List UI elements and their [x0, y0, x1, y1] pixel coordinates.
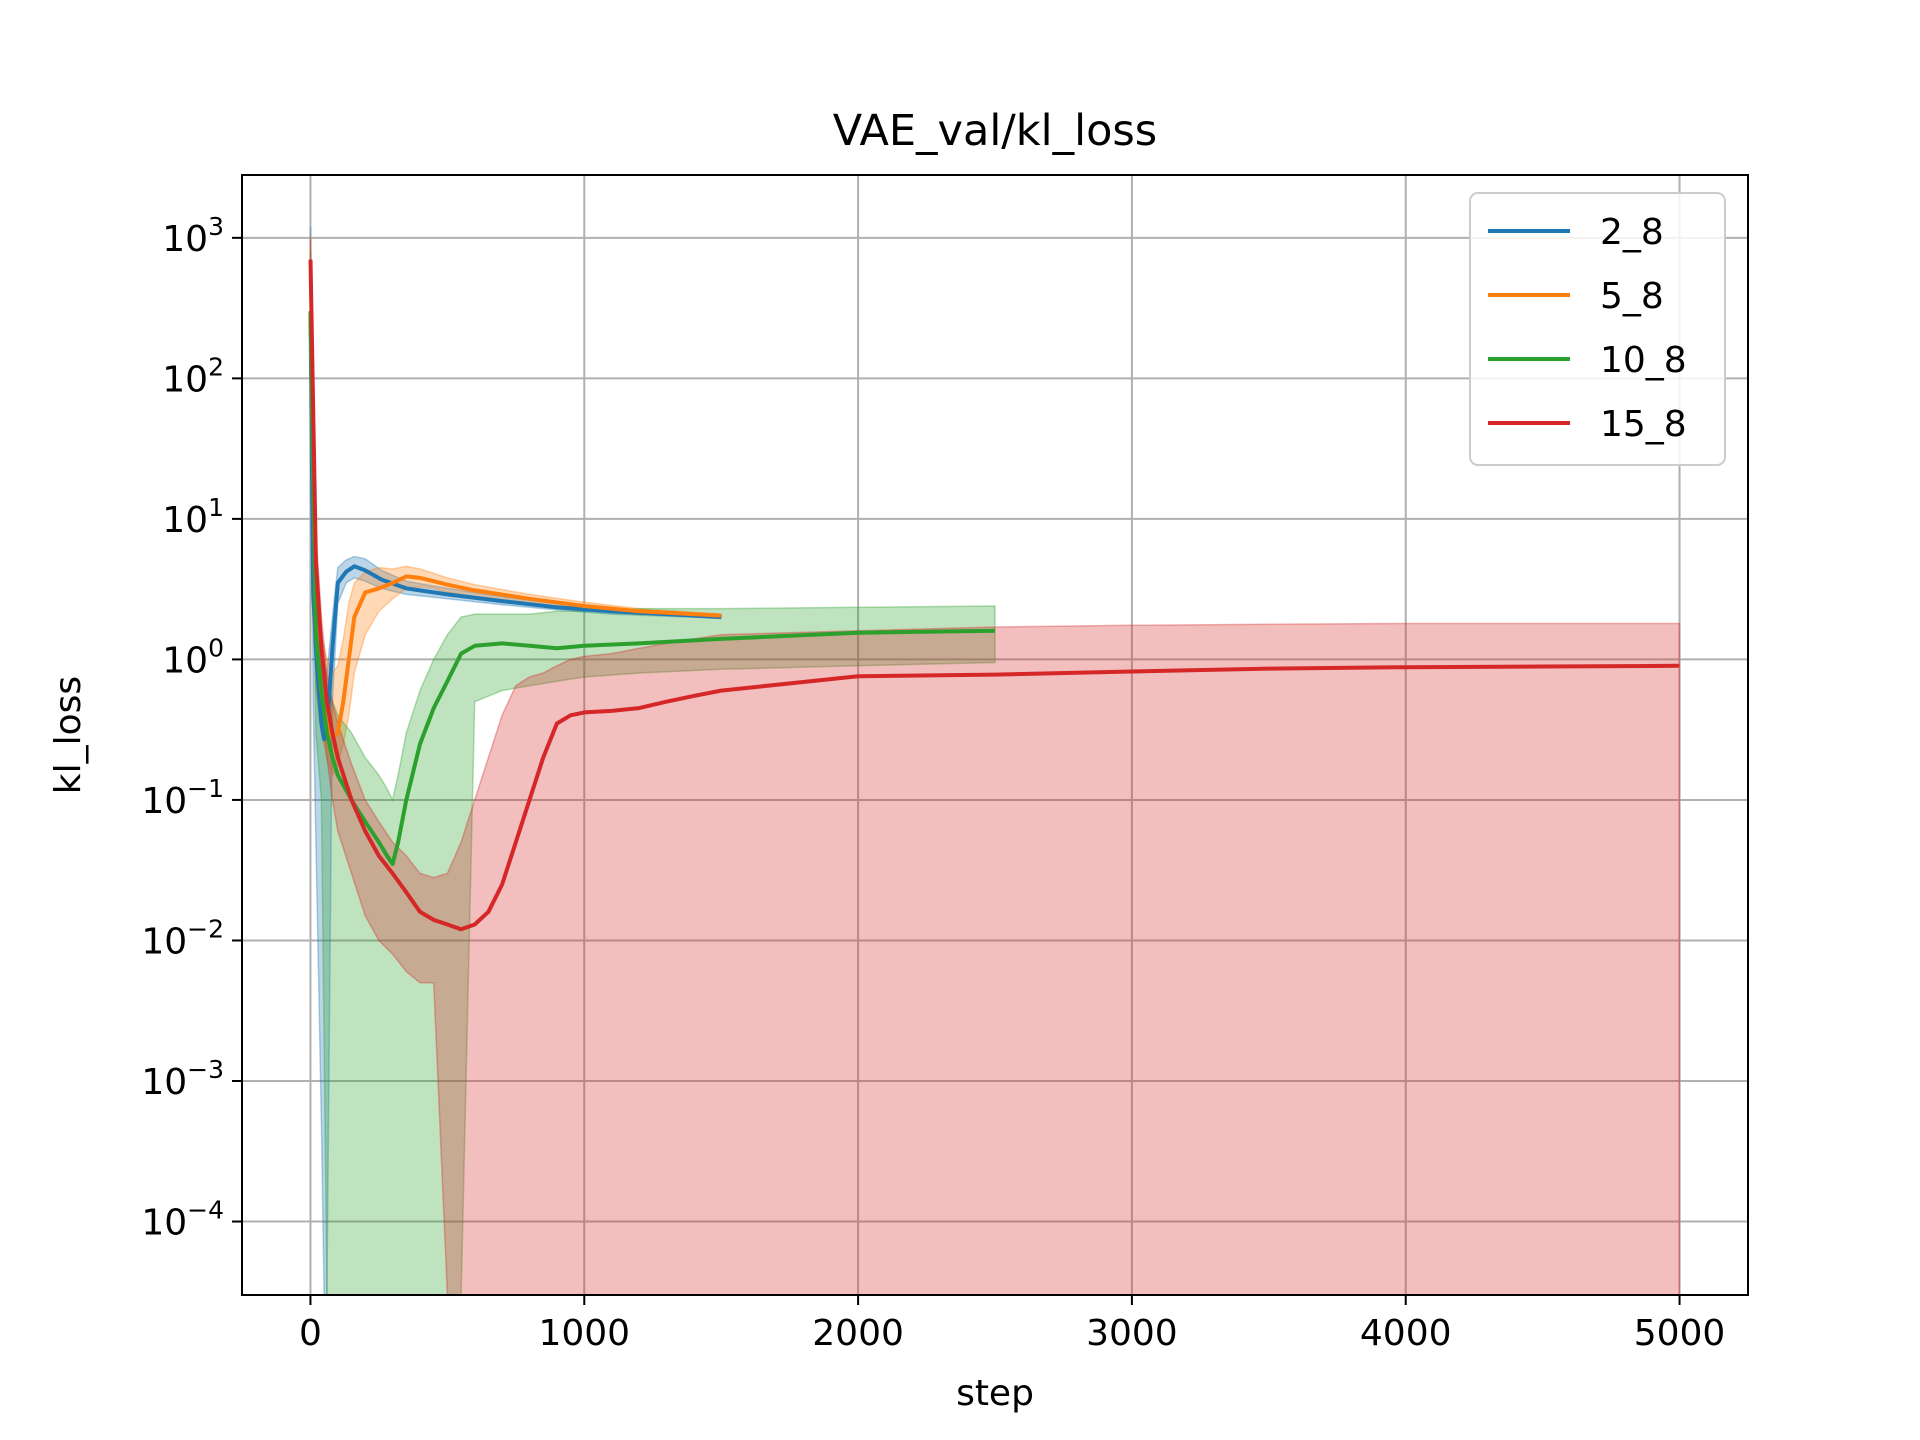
y-tick-label: 101	[162, 493, 224, 541]
y-tick-label: 100	[162, 633, 224, 681]
legend-label-5_8: 5_8	[1600, 276, 1664, 317]
y-tick-label: 103	[162, 212, 224, 260]
y-tick-label: 10−3	[141, 1055, 224, 1103]
series-lines	[308, 259, 1680, 932]
series-line-15_8	[308, 259, 1680, 932]
x-tick-label: 1000	[538, 1313, 630, 1354]
legend-box	[1469, 192, 1726, 466]
legend-label-10_8: 10_8	[1600, 340, 1687, 381]
chart-title: VAE_val/kl_loss	[833, 106, 1157, 156]
y-tick-label: 10−1	[141, 774, 224, 822]
legend-label-15_8: 15_8	[1600, 404, 1687, 445]
y-axis-ticks: 10−4 10−3 10−2 10−1 100 101 102 103	[141, 212, 242, 1244]
y-tick-label: 102	[162, 352, 224, 400]
x-axis-ticks: 0 1000 2000 3000 4000 5000	[299, 1295, 1725, 1354]
confidence-bands	[309, 226, 1681, 1296]
x-tick-label: 5000	[1634, 1313, 1726, 1354]
series-line-2_8	[308, 311, 722, 742]
x-tick-label: 0	[299, 1313, 322, 1354]
legend-label-2_8: 2_8	[1600, 212, 1664, 253]
y-axis-label: kl_loss	[48, 676, 89, 794]
x-tick-label: 3000	[1086, 1313, 1178, 1354]
x-tick-label: 4000	[1360, 1313, 1452, 1354]
x-axis-label: step	[956, 1373, 1034, 1414]
x-tick-label: 2000	[812, 1313, 904, 1354]
series-line-10_8	[308, 311, 996, 866]
series-line-5_8	[308, 311, 722, 740]
y-tick-label: 10−2	[141, 914, 224, 962]
legend: 2_8 5_8 10_8 15_8	[1469, 192, 1726, 466]
grid	[242, 175, 1748, 1295]
y-tick-label: 10−4	[141, 1196, 224, 1244]
plot-frame	[241, 174, 1749, 1296]
